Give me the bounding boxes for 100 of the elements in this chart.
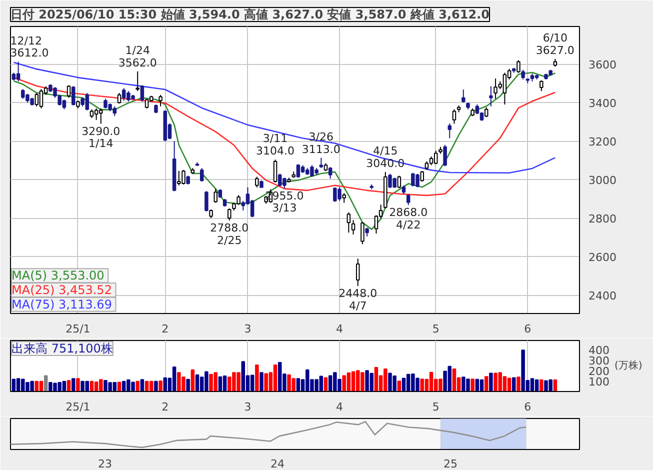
bar — [374, 367, 378, 392]
candlestick — [214, 188, 218, 204]
bar — [44, 375, 48, 392]
bar — [351, 371, 356, 392]
bar — [190, 369, 195, 392]
candlestick — [406, 194, 410, 206]
x-tick-label: 25 — [443, 458, 458, 470]
y-tick-label: 3000 — [588, 174, 616, 188]
candlestick — [140, 84, 144, 102]
bar — [273, 364, 278, 392]
candlestick — [319, 157, 324, 169]
candlestick — [117, 92, 122, 104]
text: MA(5) 3,553.00 — [12, 268, 104, 283]
bar — [530, 378, 534, 392]
candlestick — [34, 92, 39, 107]
y-tick-label: 100 — [588, 375, 610, 388]
x-tick-label: 2 — [162, 400, 169, 414]
bar — [71, 378, 76, 392]
x-tick-label: 24 — [270, 458, 285, 470]
bar — [186, 378, 190, 392]
candlestick — [397, 175, 402, 189]
x-tick-label: 4 — [336, 322, 344, 336]
candlestick — [16, 61, 20, 82]
y-tick-label: 3400 — [588, 97, 616, 110]
bar — [260, 372, 264, 392]
candlestick — [66, 84, 71, 98]
x-tick-label: 6 — [524, 400, 532, 414]
bar — [540, 379, 544, 392]
bar — [163, 377, 168, 392]
x-tick-label: 3 — [244, 322, 252, 336]
y-tick-label: 3600 — [588, 58, 616, 72]
annotation: 2868.0 4/22 — [389, 206, 428, 232]
annotation: 2788.0 2/25 — [210, 221, 249, 247]
bar — [516, 376, 520, 392]
text: MA(25) 3,453.52 — [12, 282, 112, 297]
x-tick-label: 5 — [432, 400, 440, 414]
bar — [12, 378, 16, 392]
annotation: 6/10 3627.0 — [536, 32, 574, 57]
bar — [553, 379, 558, 392]
bar — [222, 376, 227, 392]
candlestick — [462, 88, 466, 104]
bar — [158, 380, 162, 392]
bar — [117, 382, 122, 392]
bar — [76, 378, 80, 392]
candlestick — [452, 108, 456, 124]
bar — [324, 377, 328, 392]
bar — [172, 366, 176, 392]
candlestick — [346, 212, 351, 234]
bar — [402, 378, 406, 392]
candlestick — [136, 70, 140, 92]
x-tick-label: 2 — [162, 322, 169, 336]
y-tick-label: 400 — [588, 344, 610, 357]
chart-title: 出来高 751,100株 — [12, 342, 113, 356]
x-tick-label: 5 — [432, 322, 440, 336]
y-tick-label: 3200 — [588, 136, 616, 149]
y-tick-label: 300 — [588, 354, 610, 368]
candlestick — [516, 60, 520, 74]
y-tick-label: 2400 — [588, 290, 616, 303]
y-axis-title: (万株) — [614, 360, 642, 372]
candlestick — [228, 208, 232, 221]
bar — [149, 380, 154, 392]
bar — [34, 380, 39, 392]
annotation: 2448.0 4/7 — [338, 286, 378, 312]
candlestick — [296, 164, 300, 178]
bar — [66, 380, 71, 392]
candlestick — [158, 94, 162, 107]
candlestick — [351, 220, 356, 236]
bar — [452, 368, 456, 392]
annotation: 4/15 3040.0 — [366, 144, 405, 170]
annotation: 12/12 3612.0 — [10, 34, 49, 60]
candlestick — [434, 150, 438, 165]
bar — [195, 374, 200, 392]
candlestick — [420, 170, 424, 182]
bar — [475, 378, 480, 392]
candlestick — [360, 222, 364, 245]
x-tick-label: 25/1 — [66, 400, 90, 414]
x-tick-label: 25/1 — [66, 322, 90, 336]
chart-title: 日付 2025/06/10 15:30 始値 3,594.0 高値 3,627.0 安値 3,587.0 終値 3,612.0 — [10, 8, 490, 22]
bar — [154, 380, 158, 392]
candlestick — [255, 176, 259, 188]
x-tick-label: 4 — [336, 400, 344, 414]
bar — [218, 376, 222, 392]
text: MA(75) 3,113.69 — [12, 297, 112, 312]
x-tick-label: 23 — [98, 458, 112, 470]
candlestick — [200, 168, 204, 182]
y-tick-label: 200 — [588, 364, 610, 378]
bar — [250, 374, 254, 392]
bar — [484, 376, 488, 392]
annotation: 1/24 3562.0 — [118, 44, 157, 70]
candlestick — [489, 86, 493, 107]
bar — [241, 361, 246, 392]
annotation: 3/26 3113.0 — [302, 130, 340, 156]
bar — [255, 364, 259, 392]
bar — [296, 378, 300, 392]
candlestick — [448, 122, 452, 139]
bar — [397, 380, 402, 392]
bar — [507, 378, 512, 392]
x-tick-label: 3 — [244, 400, 252, 414]
bar — [470, 378, 474, 392]
bar — [90, 380, 94, 392]
